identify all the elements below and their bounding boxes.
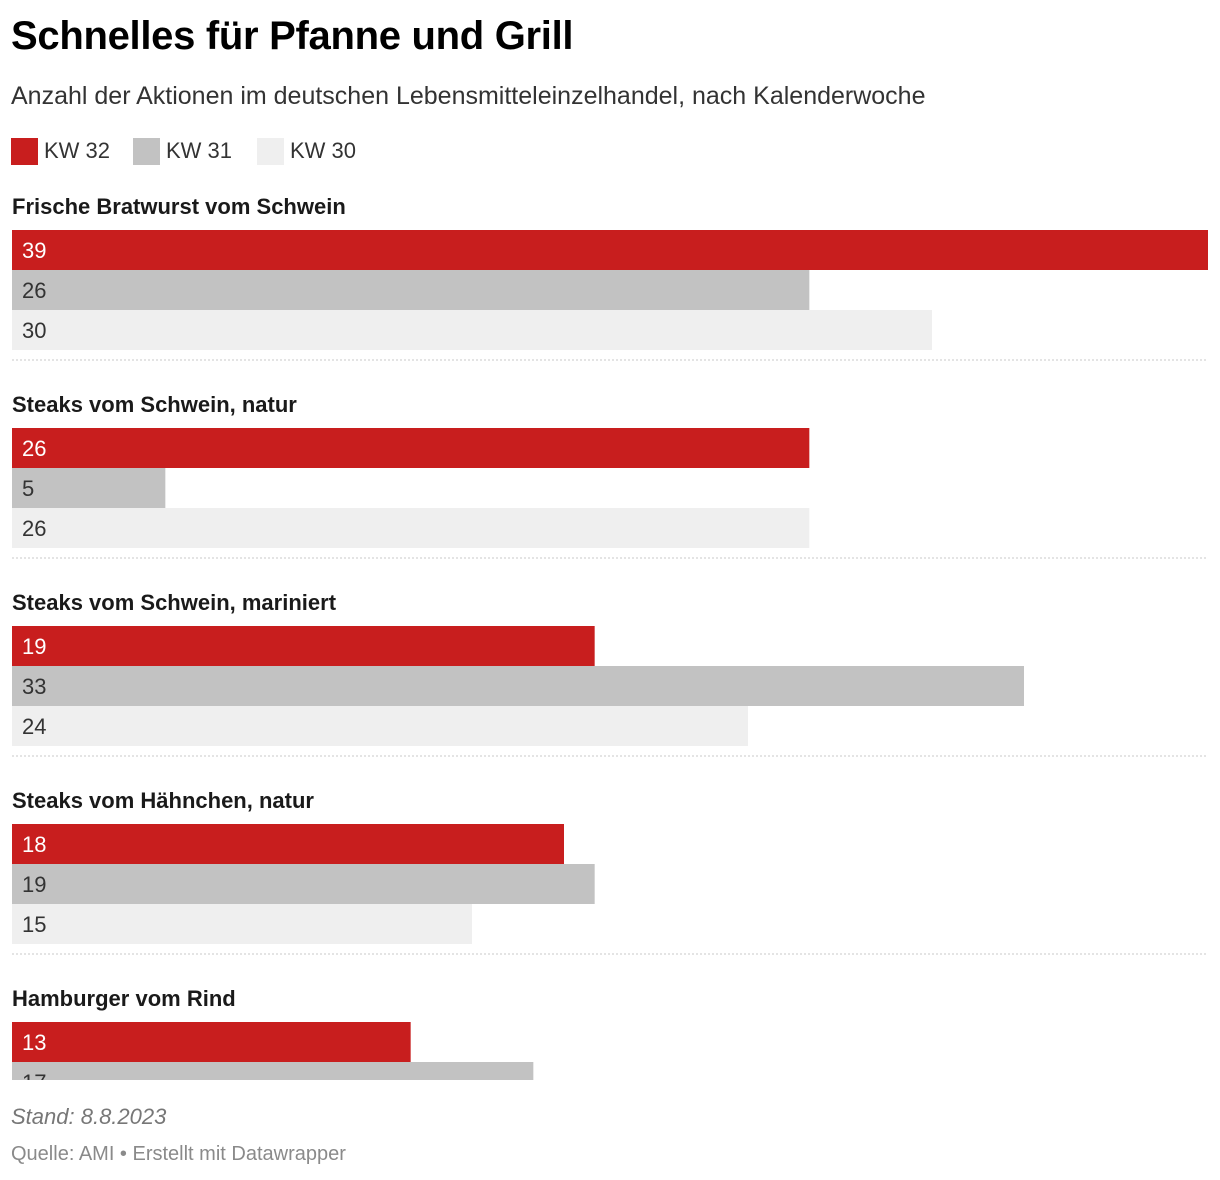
category-label: Steaks vom Schwein, mariniert: [12, 590, 337, 615]
chart-notes: Stand: 8.8.2023: [11, 1104, 167, 1129]
bar-value-label: 17: [22, 1070, 46, 1080]
legend-swatch-kw32: [11, 138, 38, 165]
bar-kw-32-frische-bratwurst-vom-schwein: [12, 230, 1208, 270]
bar-kw-31-frische-bratwurst-vom-schwein: [12, 270, 810, 310]
bar-group-steaks-vom-schwein-natur: Steaks vom Schwein, natur 26 5 26: [12, 392, 1208, 559]
bar-group-frische-bratwurst-vom-schwein: Frische Bratwurst vom Schwein 39 26 30: [12, 194, 1208, 361]
bar-value-label: 15: [22, 912, 46, 937]
bar-value-label: 18: [22, 832, 46, 857]
bar-value-label: 19: [22, 872, 46, 897]
bar-kw-30-frische-bratwurst-vom-schwein: [12, 310, 932, 350]
bar-kw-32-steaks-vom-schwein-mariniert: [12, 626, 595, 666]
chart-title: Schnelles für Pfanne und Grill: [11, 14, 574, 58]
category-label: Frische Bratwurst vom Schwein: [12, 194, 346, 219]
category-label: Steaks vom Hähnchen, natur: [12, 788, 314, 813]
bar-value-label: 19: [22, 634, 46, 659]
bar-value-label: 33: [22, 674, 46, 699]
bar-kw-30-steaks-vom-haehnchen-natur: [12, 904, 472, 944]
bar-kw-31-steaks-vom-schwein-mariniert: [12, 666, 1024, 706]
bar-value-label: 30: [22, 318, 46, 343]
legend-label-kw32: KW 32: [44, 138, 111, 163]
bar-value-label: 26: [22, 278, 46, 303]
legend-swatch-kw30: [257, 138, 284, 165]
bar-kw-30-steaks-vom-schwein-mariniert: [12, 706, 748, 746]
bar-value-label: 5: [22, 476, 34, 501]
legend-swatch-kw31: [133, 138, 160, 165]
bar-kw-30-steaks-vom-schwein-natur: [12, 508, 810, 548]
bar-kw-31-steaks-vom-haehnchen-natur: [12, 864, 595, 904]
bar-value-label: 13: [22, 1030, 46, 1055]
bar-kw-32-steaks-vom-schwein-natur: [12, 428, 810, 468]
chart-source: Quelle: AMI • Erstellt mit Datawrapper: [11, 1143, 346, 1165]
bar-group-steaks-vom-haehnchen-natur: Steaks vom Hähnchen, natur 18 19 15: [12, 788, 1208, 955]
legend-label-kw30: KW 30: [290, 138, 357, 163]
bar-value-label: 26: [22, 516, 46, 541]
bar-value-label: 24: [22, 714, 46, 739]
legend-label-kw31: KW 31: [166, 138, 233, 163]
bar-chart: Frische Bratwurst vom Schwein 39 26 30 Steak…: [12, 194, 1208, 1080]
bar-kw-31-steaks-vom-schwein-natur: [12, 468, 166, 508]
category-label: Hamburger vom Rind: [12, 986, 236, 1011]
category-label: Steaks vom Schwein, natur: [12, 392, 297, 417]
bar-kw-32-hamburger-vom-rind: [12, 1022, 411, 1062]
bar-kw-32-steaks-vom-haehnchen-natur: [12, 824, 564, 864]
bar-kw-31-hamburger-vom-rind: [12, 1062, 534, 1080]
bar-value-label: 26: [22, 436, 46, 461]
bar-value-label: 39: [22, 238, 46, 263]
bar-group-steaks-vom-schwein-mariniert: Steaks vom Schwein, mariniert 19 33 24: [12, 590, 1208, 757]
bar-group-hamburger-vom-rind: Hamburger vom Rind13178: [12, 986, 534, 1080]
chart-subtitle: Anzahl der Aktionen im deutschen Lebensm…: [11, 82, 926, 110]
